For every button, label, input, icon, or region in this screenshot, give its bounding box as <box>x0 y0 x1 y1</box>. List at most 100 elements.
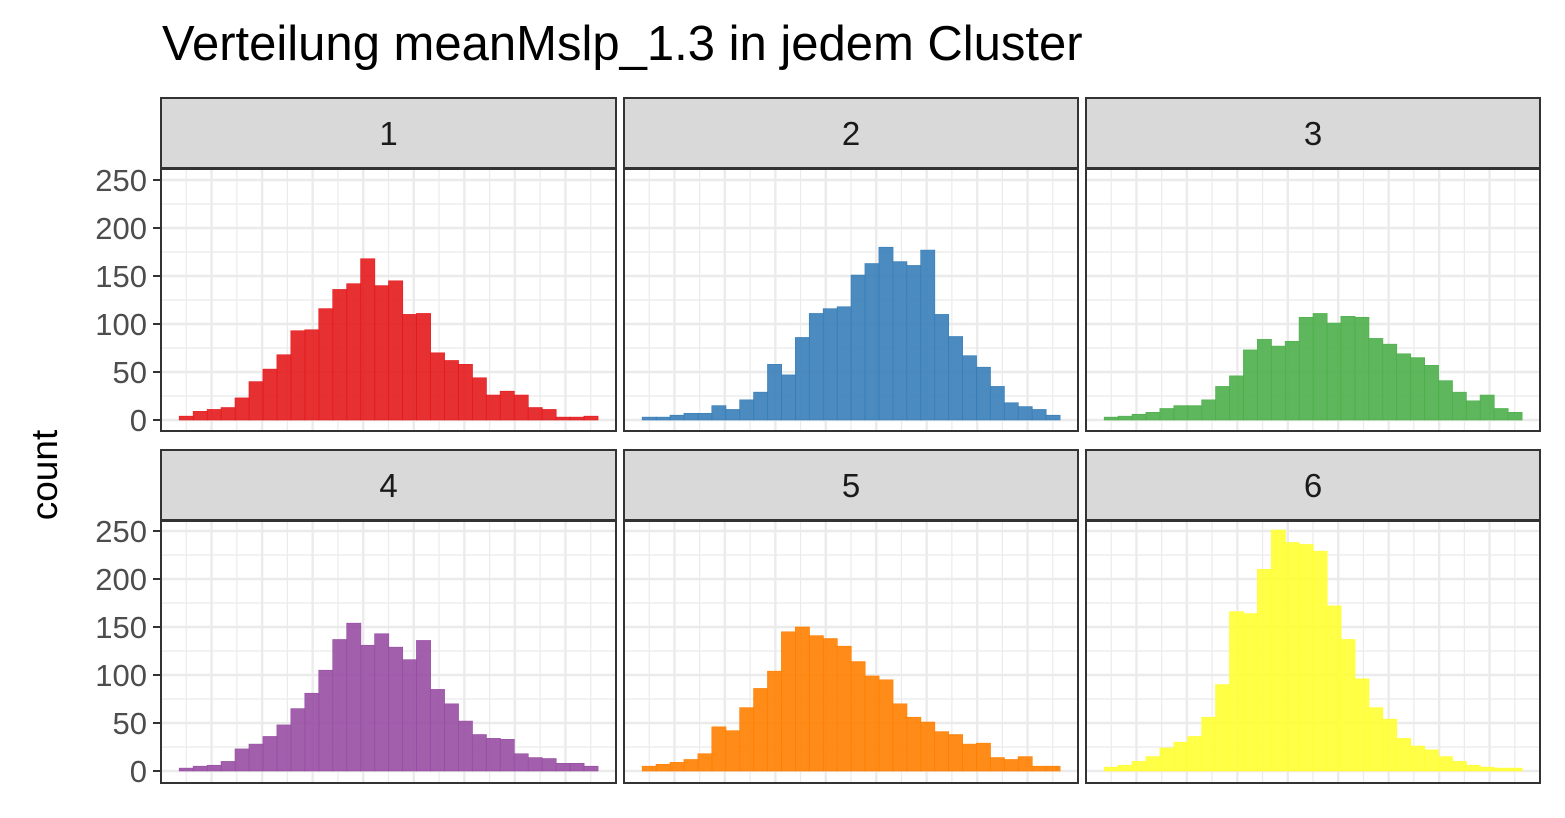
histogram-bar <box>248 381 264 421</box>
histogram-bar <box>1045 414 1061 421</box>
histogram-bar <box>1017 756 1033 772</box>
histogram-bar <box>583 415 599 421</box>
facet-strip-label: 6 <box>1304 467 1322 504</box>
facet-strip-label: 3 <box>1304 115 1322 152</box>
histogram-bar <box>1201 399 1217 421</box>
histogram-bar <box>1298 544 1314 772</box>
histogram-bar <box>864 675 880 772</box>
histogram-bar <box>1326 322 1342 421</box>
histogram-bar <box>767 364 782 421</box>
histogram-bar <box>1284 340 1300 421</box>
histogram-bar <box>1229 611 1244 772</box>
histogram-bar <box>850 661 866 772</box>
histogram-bar <box>290 330 306 421</box>
histogram-bar <box>948 336 963 421</box>
histogram-bar <box>711 405 727 421</box>
facet-strip-label: 2 <box>842 115 860 152</box>
histogram-bar <box>753 391 769 421</box>
histogram-bar <box>1145 756 1161 772</box>
histogram-bar <box>1117 764 1133 772</box>
histogram-bar <box>1229 375 1244 421</box>
histogram-bar <box>906 265 922 421</box>
histogram-bar <box>1326 605 1342 772</box>
histogram-bar <box>290 708 306 772</box>
histogram-bar <box>1031 409 1047 421</box>
histogram-bar <box>1340 316 1356 421</box>
histogram-bar <box>795 337 810 421</box>
histogram-bar <box>1257 569 1272 772</box>
histogram-bar <box>1117 415 1133 421</box>
histogram-bar <box>1368 707 1384 772</box>
histogram-bar <box>1103 416 1119 421</box>
histogram-bar <box>485 738 501 772</box>
histogram-bar <box>1270 345 1286 421</box>
histogram-bar <box>1215 386 1231 421</box>
histogram-bar <box>669 762 685 772</box>
histogram-bar <box>234 748 250 772</box>
histogram-bar <box>360 644 376 772</box>
panel-6: 6 <box>1085 449 1541 784</box>
histogram-bar <box>1031 765 1047 772</box>
histogram-bar <box>206 409 222 421</box>
histogram-bar <box>318 308 334 421</box>
panel-4: 4 0 50 100 150 200 250 <box>95 449 617 789</box>
histogram-bar <box>1243 613 1258 772</box>
histogram-bar <box>1382 343 1398 421</box>
histogram-bar <box>471 377 487 421</box>
histogram-bar <box>1507 412 1523 421</box>
histogram-bar <box>781 631 796 772</box>
histogram-bar <box>499 390 515 421</box>
histogram-bar <box>711 726 727 772</box>
histogram-bar <box>1493 408 1509 421</box>
histogram-bar <box>527 407 543 421</box>
histogram-bar <box>1410 745 1425 772</box>
histogram-bar <box>1424 364 1439 421</box>
histogram-bar <box>989 386 1005 421</box>
histogram-bar <box>1159 408 1175 421</box>
histogram-bar <box>1215 684 1231 772</box>
chart-title: Verteilung meanMslp_1.3 in jedem Cluster <box>162 17 1083 71</box>
histogram-bar <box>1438 380 1453 421</box>
histogram-bar <box>262 736 278 772</box>
histogram-bar <box>641 765 657 772</box>
histogram-bar <box>669 414 685 421</box>
histogram-bar <box>1131 413 1147 421</box>
histogram-bar <box>878 246 894 421</box>
histogram-bar <box>1465 400 1481 421</box>
histogram-bar <box>1396 738 1412 772</box>
histogram-bar <box>1103 766 1119 772</box>
histogram-bar <box>1312 550 1328 772</box>
histogram-bar <box>332 289 348 421</box>
histogram-bar <box>1017 406 1033 421</box>
histogram-bar <box>444 703 459 772</box>
histogram-bar <box>739 399 755 421</box>
histogram-bar <box>822 308 838 421</box>
histogram-bar <box>1173 405 1189 421</box>
histogram-bar <box>864 263 880 421</box>
histogram-bar <box>485 394 501 421</box>
histogram-bar <box>641 416 657 421</box>
histogram-bar <box>513 753 529 772</box>
histogram-bar <box>1003 759 1019 772</box>
histogram-bar <box>795 626 810 772</box>
histogram-bar <box>555 763 571 772</box>
histogram-bar <box>416 640 431 772</box>
histogram-bar <box>276 724 292 772</box>
panel-border <box>623 520 1079 784</box>
panel-border <box>160 520 617 784</box>
facet-strip <box>1085 97 1541 169</box>
y-tick-label: 250 <box>95 514 147 549</box>
histogram-bar <box>220 407 236 421</box>
histogram-bar <box>457 720 473 772</box>
histogram-bar <box>499 739 515 772</box>
histogram-bar <box>276 354 292 421</box>
histogram-bar <box>430 689 445 772</box>
y-tick-label: 100 <box>95 658 147 693</box>
histogram-bar <box>781 374 796 421</box>
histogram-bar <box>697 412 713 421</box>
panel-2: 2 <box>623 97 1079 432</box>
histogram-bar <box>767 670 782 772</box>
histogram-bar <box>444 360 459 421</box>
facet-strip-label: 1 <box>379 115 397 152</box>
histogram-bar <box>388 280 404 421</box>
